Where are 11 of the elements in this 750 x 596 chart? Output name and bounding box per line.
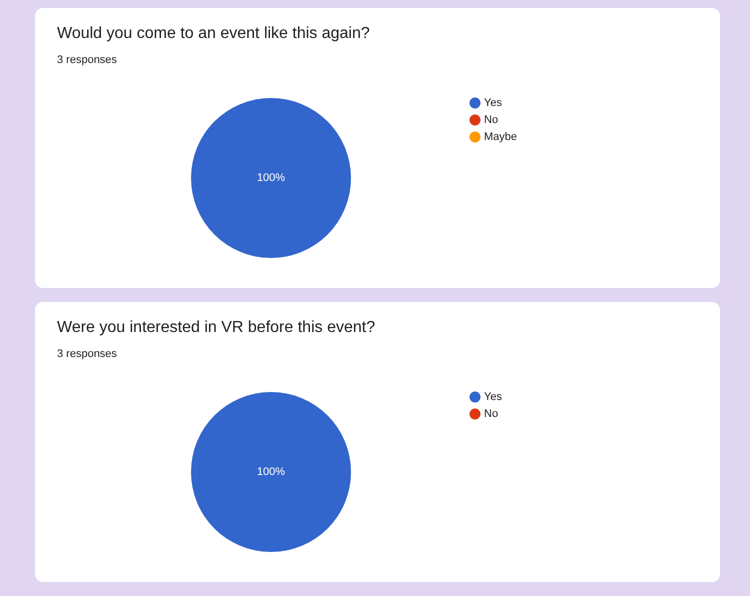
legend-label: No: [484, 408, 498, 420]
legend-label: Maybe: [484, 131, 518, 144]
data-label: 100%: [256, 466, 286, 478]
legend-label: Yes: [484, 97, 502, 110]
chart-title: Were you interested in VR before this event?: [57, 319, 376, 337]
data-label: 100%: [256, 172, 286, 184]
text: 3 responses: [57, 348, 117, 360]
legend-label: Yes: [484, 391, 502, 404]
legend-label: No: [484, 114, 498, 126]
text: 3 responses: [57, 54, 117, 66]
chart-title: Would you come to an event like this again?: [57, 25, 370, 43]
